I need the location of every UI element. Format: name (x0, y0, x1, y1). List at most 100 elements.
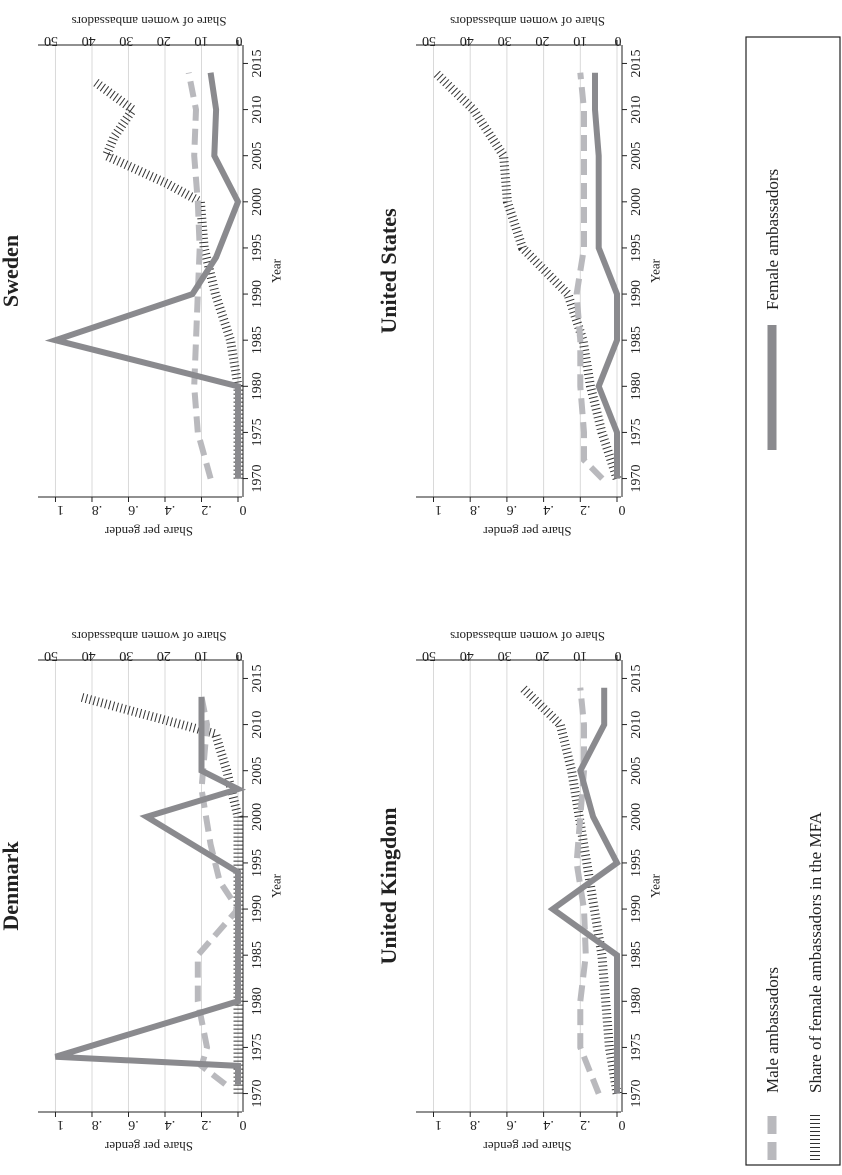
secondary-tick-label: 30 (498, 648, 512, 663)
year-tick-label: 2015 (629, 49, 644, 77)
year-tick-label: 2005 (250, 757, 265, 785)
value-tick-label: .8 (92, 502, 103, 517)
panel-denmark: 0.2.4.6.81010203040501970197519801985199… (0, 629, 284, 1154)
year-tick-label: 1985 (629, 326, 644, 354)
year-tick-label: 2015 (250, 49, 265, 77)
year-tick-label: 1995 (250, 849, 265, 877)
panel-united-states: 0.2.4.6.81010203040501970197519801985199… (376, 14, 663, 539)
panel-title: Sweden (0, 235, 23, 307)
year-tick-label: 1985 (250, 941, 265, 969)
year-tick-label: 1970 (629, 1080, 644, 1108)
secondary-tick-label: 20 (157, 33, 171, 48)
value-tick-label: .6 (507, 1117, 518, 1132)
year-axis-title: Year (269, 873, 284, 898)
secondary-tick-label: 20 (535, 33, 549, 48)
year-tick-label: 1985 (629, 941, 644, 969)
series-line-male-ambassadors (573, 687, 602, 1095)
value-tick-label: .2 (201, 1117, 212, 1132)
secondary-tick-label: 0 (615, 648, 622, 663)
value-tick-label: .8 (470, 502, 481, 517)
value-tick-label: .8 (92, 1117, 103, 1132)
secondary-tick-label: 30 (119, 33, 133, 48)
year-tick-label: 2005 (629, 142, 644, 170)
secondary-tick-label: 20 (535, 648, 549, 663)
value-tick-label: 0 (240, 502, 247, 517)
value-tick-label: .2 (201, 502, 212, 517)
series-line-share-of-female-ambassadors-in-the-mfa (78, 692, 243, 1094)
panel-title: United Kingdom (376, 807, 401, 964)
value-tick-label: 1 (435, 502, 442, 517)
year-tick-label: 1975 (629, 1033, 644, 1061)
year-tick-label: 1990 (250, 895, 265, 923)
series-line-female-ambassadors (592, 72, 620, 479)
year-tick-label: 2015 (629, 664, 644, 692)
secondary-tick-label: 50 (44, 33, 58, 48)
panel-united-kingdom: 0.2.4.6.81010203040501970197519801985199… (376, 629, 663, 1154)
year-tick-label: 2015 (250, 664, 265, 692)
value-tick-label: .4 (543, 1117, 554, 1132)
value-axis-title: Share per gender (483, 524, 572, 539)
secondary-tick-label: 40 (82, 648, 96, 663)
secondary-tick-label: 0 (236, 648, 243, 663)
secondary-axis-title: Share of women ambassadors (450, 14, 605, 29)
value-tick-label: 0 (619, 1117, 626, 1132)
secondary-tick-label: 30 (119, 648, 133, 663)
value-axis-title: Share per gender (104, 1139, 193, 1154)
secondary-tick-label: 50 (422, 648, 436, 663)
series-line-male-ambassadors (573, 72, 605, 481)
secondary-tick-label: 30 (498, 33, 512, 48)
year-tick-label: 1990 (250, 280, 265, 308)
series-line-female-ambassadors (44, 72, 242, 479)
secondary-axis-title: Share of women ambassadors (72, 14, 227, 29)
year-tick-label: 2010 (629, 711, 644, 739)
year-tick-label: 2000 (250, 188, 265, 216)
year-tick-label: 1995 (629, 849, 644, 877)
year-tick-label: 2000 (629, 188, 644, 216)
series-line-male-ambassadors (185, 72, 214, 480)
legend-mfa-label: Share of female ambassadors in the MFA (806, 811, 825, 1093)
value-axis-title: Share per gender (104, 524, 193, 539)
value-tick-label: .6 (128, 502, 139, 517)
year-tick-label: 1995 (250, 234, 265, 262)
year-tick-label: 1980 (250, 987, 265, 1015)
year-axis-title: Year (648, 873, 663, 898)
year-axis-title: Year (269, 258, 284, 283)
year-tick-label: 1975 (629, 418, 644, 446)
series-line-female-ambassadors (547, 687, 621, 1094)
secondary-tick-label: 40 (82, 33, 96, 48)
year-tick-label: 1990 (629, 280, 644, 308)
year-tick-label: 2010 (250, 711, 265, 739)
value-tick-label: .4 (165, 1117, 176, 1132)
year-tick-label: 1975 (250, 1033, 265, 1061)
year-tick-label: 1985 (250, 326, 265, 354)
value-axis-title: Share per gender (483, 1139, 572, 1154)
year-tick-label: 1970 (250, 1080, 265, 1108)
secondary-axis-title: Share of women ambassadors (72, 629, 227, 644)
value-tick-label: 1 (57, 1117, 64, 1132)
year-tick-label: 1970 (629, 465, 644, 493)
secondary-tick-label: 10 (573, 648, 587, 663)
value-tick-label: 1 (435, 1117, 442, 1132)
secondary-tick-label: 10 (194, 648, 208, 663)
year-tick-label: 1990 (629, 895, 644, 923)
year-tick-label: 2005 (250, 142, 265, 170)
year-axis-title: Year (648, 258, 663, 283)
value-tick-label: .4 (165, 502, 176, 517)
secondary-tick-label: 10 (573, 33, 587, 48)
year-tick-label: 1980 (629, 372, 644, 400)
year-tick-label: 1995 (629, 234, 644, 262)
year-tick-label: 1975 (250, 418, 265, 446)
value-tick-label: .8 (470, 1117, 481, 1132)
series-line-female-ambassadors (54, 696, 247, 1085)
year-tick-label: 1980 (629, 987, 644, 1015)
legend-female-label: Female ambassadors (763, 169, 782, 310)
panel-title: United States (376, 208, 401, 334)
year-tick-label: 2010 (250, 96, 265, 124)
value-tick-label: .6 (128, 1117, 139, 1132)
series-line-share-of-female-ambassadors-in-the-mfa (519, 684, 622, 1095)
value-tick-label: .2 (580, 502, 591, 517)
legend-male-label: Male ambassadors (763, 967, 782, 1093)
secondary-tick-label: 50 (422, 33, 436, 48)
year-tick-label: 2000 (629, 803, 644, 831)
